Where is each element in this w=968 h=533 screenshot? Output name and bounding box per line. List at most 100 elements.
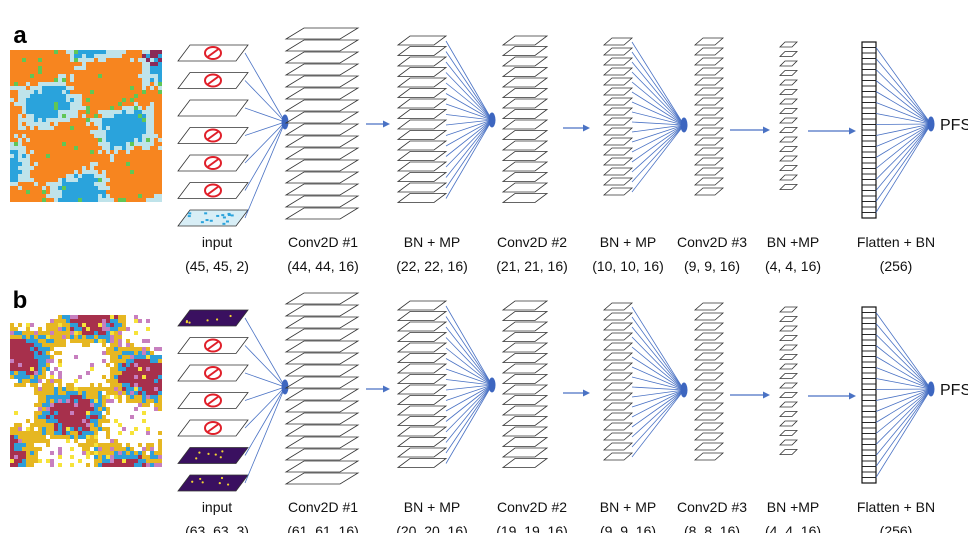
map-cell xyxy=(122,343,126,347)
map-cell xyxy=(74,319,78,323)
map-cell xyxy=(62,351,66,355)
map-cell xyxy=(42,359,46,363)
map-cell xyxy=(18,66,22,70)
map-cell xyxy=(74,158,78,162)
layer-shape-label: (19, 19, 16) xyxy=(496,523,568,533)
bnmp2-stack-sheet xyxy=(602,402,634,411)
map-cell xyxy=(50,178,54,182)
map-cell xyxy=(98,403,102,407)
map-cell xyxy=(130,54,134,58)
map-cell xyxy=(18,339,22,343)
map-cell xyxy=(90,190,94,194)
map-cell xyxy=(138,94,142,98)
map-cell xyxy=(102,62,106,66)
map-cell xyxy=(14,158,18,162)
map-cell xyxy=(154,86,158,90)
map-cell xyxy=(134,118,138,122)
map-cell xyxy=(98,379,102,383)
map-cell xyxy=(46,98,50,102)
map-cell xyxy=(22,138,26,142)
map-cell xyxy=(110,58,114,62)
map-cell xyxy=(58,419,62,423)
map-cell xyxy=(130,70,134,74)
map-cell xyxy=(146,435,150,439)
map-cell xyxy=(114,351,118,355)
map-cell xyxy=(98,154,102,158)
map-cell xyxy=(118,343,122,347)
map-cell xyxy=(146,379,150,383)
map-cell xyxy=(70,395,74,399)
map-cell xyxy=(38,182,42,186)
connection-line xyxy=(875,102,932,125)
map-cell xyxy=(34,126,38,130)
map-cell xyxy=(110,447,114,451)
map-cell xyxy=(130,335,134,339)
map-cell xyxy=(78,154,82,158)
map-cell xyxy=(58,375,62,379)
map-cell xyxy=(110,166,114,170)
map-cell xyxy=(78,122,82,126)
map-cell xyxy=(30,435,34,439)
map-cell xyxy=(98,166,102,170)
map-cell xyxy=(78,319,82,323)
map-cell xyxy=(22,319,26,323)
map-cell xyxy=(134,170,138,174)
map-cell xyxy=(130,142,134,146)
map-cell xyxy=(118,319,122,323)
map-cell xyxy=(130,114,134,118)
map-cell xyxy=(30,134,34,138)
map-cell xyxy=(114,435,118,439)
map-cell xyxy=(14,90,18,94)
map-cell xyxy=(34,395,38,399)
map-cell xyxy=(78,343,82,347)
map-cell xyxy=(42,451,46,455)
map-cell xyxy=(10,66,14,70)
bnmp2-stack-sheet xyxy=(602,372,634,381)
map-cell xyxy=(122,395,126,399)
map-cell xyxy=(130,379,134,383)
map-cell xyxy=(98,90,102,94)
connection-line xyxy=(244,386,286,401)
map-cell xyxy=(158,138,162,142)
map-cell xyxy=(142,130,146,134)
map-cell xyxy=(26,315,30,319)
bnmp1-stack-sheet xyxy=(396,353,448,363)
map-cell xyxy=(118,110,122,114)
map-cell xyxy=(154,98,158,102)
map-cell xyxy=(142,399,146,403)
map-cell xyxy=(150,50,154,54)
map-cell xyxy=(110,459,114,463)
map-cell xyxy=(138,435,142,439)
map-cell xyxy=(142,74,146,78)
map-cell xyxy=(54,78,58,82)
map-cell xyxy=(158,315,162,319)
map-cell xyxy=(126,363,130,367)
map-cell xyxy=(10,78,14,82)
map-cell xyxy=(58,126,62,130)
map-cell xyxy=(106,363,110,367)
map-cell xyxy=(18,146,22,150)
map-cell xyxy=(118,383,122,387)
map-cell xyxy=(58,399,62,403)
map-cell xyxy=(86,399,90,403)
map-cell xyxy=(82,391,86,395)
map-cell xyxy=(142,110,146,114)
map-cell xyxy=(158,170,162,174)
map-cell xyxy=(78,335,82,339)
map-cell xyxy=(150,86,154,90)
map-cell xyxy=(90,435,94,439)
map-cell xyxy=(54,158,58,162)
map-cell xyxy=(90,431,94,435)
layer-shape-label: (9, 9, 16) xyxy=(600,523,656,533)
map-cell xyxy=(34,98,38,102)
map-cell xyxy=(118,178,122,182)
map-cell xyxy=(86,423,90,427)
map-cell xyxy=(150,355,154,359)
map-cell xyxy=(22,90,26,94)
map-cell xyxy=(158,98,162,102)
map-cell xyxy=(102,455,106,459)
map-cell xyxy=(54,379,58,383)
map-cell xyxy=(98,459,102,463)
map-cell xyxy=(146,182,150,186)
map-cell xyxy=(158,54,162,58)
